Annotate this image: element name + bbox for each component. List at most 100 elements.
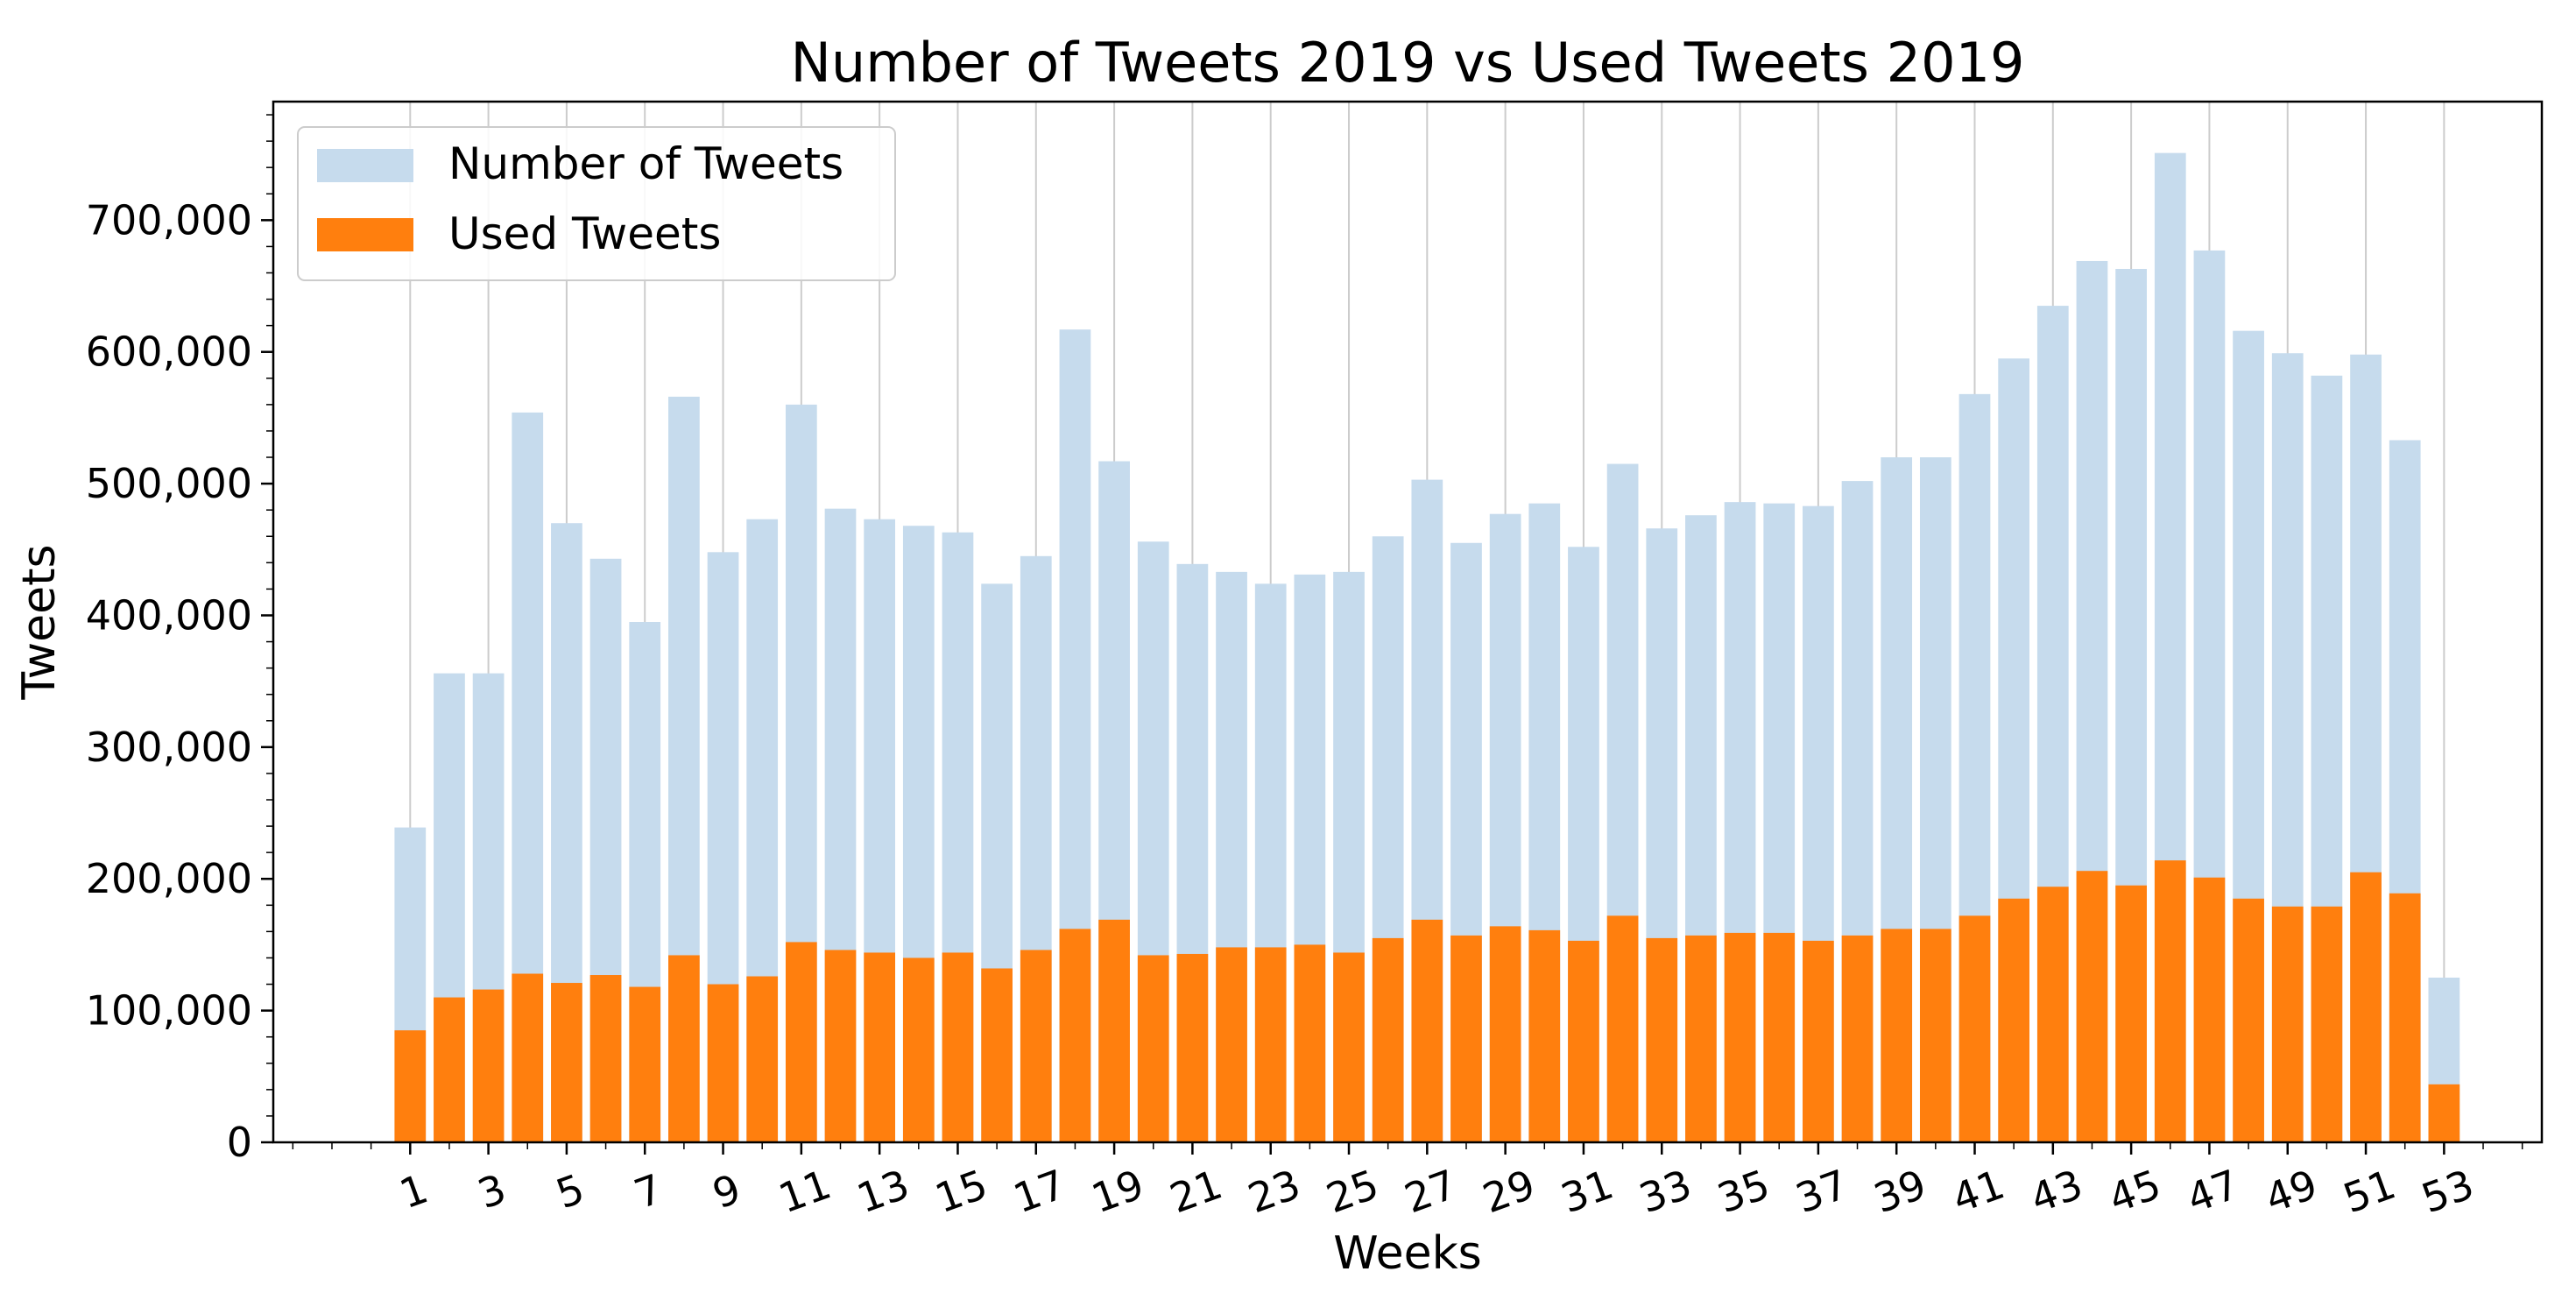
bar-used-tweets-week-49: [2271, 906, 2304, 1142]
bar-used-tweets-week-51: [2350, 872, 2382, 1142]
bar-used-tweets-week-17: [1020, 950, 1052, 1142]
y-axis-label: Tweets: [13, 544, 66, 700]
bar-used-tweets-week-22: [1216, 947, 1247, 1142]
bar-used-tweets-week-33: [1646, 937, 1678, 1142]
legend-swatch-number-of-tweets: [317, 149, 413, 182]
x-tick-label: 23: [1242, 1161, 1306, 1223]
bar-used-tweets-week-50: [2311, 906, 2343, 1142]
x-tick-label: 1: [393, 1165, 434, 1219]
legend-swatch-used-tweets: [317, 218, 413, 251]
bar-used-tweets-week-20: [1137, 955, 1169, 1142]
y-tick-label: 600,000: [86, 329, 252, 376]
bar-used-tweets-week-11: [785, 942, 817, 1142]
bar-used-tweets-week-47: [2193, 877, 2226, 1142]
x-tick-label: 29: [1477, 1161, 1541, 1223]
x-tick-label: 7: [628, 1165, 668, 1219]
x-axis: 1 3 5 7 9 11 13 15 17 19 21 23 25 27 29 31 33 35 37 39 41 43 4…: [292, 1142, 2523, 1223]
legend: Number of Tweets Used Tweets: [297, 126, 896, 281]
y-tick-label: 500,000: [86, 460, 252, 507]
bar-used-tweets-week-48: [2233, 898, 2264, 1142]
chart-title: Number of Tweets 2019 vs Used Tweets 201…: [791, 31, 2025, 95]
bar-used-tweets-week-23: [1254, 947, 1287, 1142]
x-tick-label: 9: [707, 1165, 747, 1219]
legend-label-number-of-tweets: Number of Tweets: [448, 138, 843, 189]
bar-used-tweets-week-39: [1881, 929, 1913, 1142]
bar-used-tweets-week-38: [1841, 935, 1874, 1142]
bar-used-tweets-week-30: [1528, 929, 1561, 1142]
bar-used-tweets-week-53: [2428, 1084, 2460, 1142]
x-tick-label: 49: [2259, 1161, 2323, 1223]
bar-used-tweets-week-27: [1411, 919, 1443, 1142]
bar-used-tweets-week-12: [824, 950, 857, 1142]
bar-used-tweets-week-46: [2154, 860, 2186, 1142]
x-tick-label: 43: [2024, 1161, 2088, 1223]
bar-used-tweets-week-2: [434, 997, 465, 1142]
bar-used-tweets-week-45: [2115, 885, 2147, 1142]
x-tick-label: 35: [1711, 1161, 1775, 1223]
x-tick-label: 41: [1946, 1161, 2010, 1223]
plot-frame: [272, 100, 2544, 1144]
x-tick-label: 11: [773, 1161, 836, 1223]
x-tick-label: 47: [2181, 1161, 2245, 1223]
bar-used-tweets-week-10: [746, 976, 779, 1142]
bar-used-tweets-week-8: [668, 955, 700, 1142]
x-tick-label: 39: [1867, 1161, 1931, 1223]
x-tick-label: 17: [1007, 1161, 1071, 1223]
bar-used-tweets-week-25: [1333, 952, 1365, 1142]
bar-used-tweets-week-29: [1489, 926, 1521, 1142]
bar-used-tweets-week-44: [2076, 871, 2108, 1142]
bar-used-tweets-week-5: [551, 983, 582, 1142]
bar-used-tweets-week-14: [902, 957, 935, 1142]
legend-label-used-tweets: Used Tweets: [448, 208, 721, 259]
bar-used-tweets-week-19: [1098, 919, 1130, 1142]
y-tick-label: 0: [227, 1119, 252, 1166]
bar-used-tweets-week-21: [1176, 953, 1209, 1142]
bar-used-tweets-week-40: [1919, 929, 1951, 1142]
bar-used-tweets-week-31: [1568, 940, 1599, 1142]
x-tick-label: 33: [1634, 1161, 1697, 1223]
bar-used-tweets-week-7: [629, 986, 661, 1142]
bar-used-tweets-week-35: [1724, 932, 1756, 1142]
bar-used-tweets-week-28: [1450, 935, 1482, 1142]
x-tick-label: 21: [1164, 1161, 1228, 1223]
x-tick-label: 19: [1085, 1161, 1149, 1223]
y-tick-label: 700,000: [86, 196, 252, 244]
bar-used-tweets-week-9: [707, 984, 739, 1142]
x-tick-label: 15: [929, 1161, 993, 1223]
y-tick-label: 400,000: [86, 591, 252, 639]
x-tick-label: 3: [472, 1165, 512, 1219]
bar-used-tweets-week-43: [2036, 887, 2069, 1142]
used-tweets-bars: [394, 860, 2460, 1142]
x-tick-label: 25: [1320, 1161, 1384, 1223]
bar-used-tweets-week-13: [864, 952, 896, 1142]
bar-used-tweets-week-52: [2389, 893, 2421, 1142]
x-tick-label: 27: [1399, 1161, 1463, 1223]
y-tick-label: 300,000: [86, 724, 252, 771]
bar-used-tweets-week-42: [1998, 898, 2030, 1142]
y-tick-label: 200,000: [86, 855, 252, 902]
x-tick-label: 53: [2416, 1161, 2480, 1223]
legend-box: [297, 126, 896, 281]
x-tick-label: 37: [1789, 1161, 1853, 1223]
bar-used-tweets-week-18: [1059, 929, 1091, 1142]
bar-used-tweets-week-3: [472, 989, 505, 1142]
x-axis-label: Weeks: [1333, 1227, 1482, 1280]
bar-used-tweets-week-15: [942, 952, 974, 1142]
x-tick-label: 13: [850, 1161, 914, 1223]
bar-used-tweets-week-24: [1294, 944, 1326, 1142]
y-axis: 0 100,000 200,000 300,000 400,000 500,000 600,…: [86, 114, 273, 1166]
bar-used-tweets-week-4: [512, 973, 544, 1142]
bar-used-tweets-week-37: [1803, 940, 1834, 1142]
bar-used-tweets-week-26: [1372, 937, 1404, 1142]
bar-used-tweets-week-6: [589, 975, 622, 1142]
bar-used-tweets-week-34: [1685, 935, 1717, 1142]
bar-used-tweets-week-1: [394, 1030, 427, 1142]
bar-used-tweets-week-32: [1606, 915, 1639, 1142]
x-tick-label: 45: [2102, 1161, 2166, 1223]
x-tick-label: 51: [2337, 1161, 2401, 1223]
y-tick-label: 100,000: [86, 987, 252, 1035]
bar-used-tweets-week-36: [1763, 932, 1796, 1142]
bar-used-tweets-week-16: [981, 968, 1013, 1142]
